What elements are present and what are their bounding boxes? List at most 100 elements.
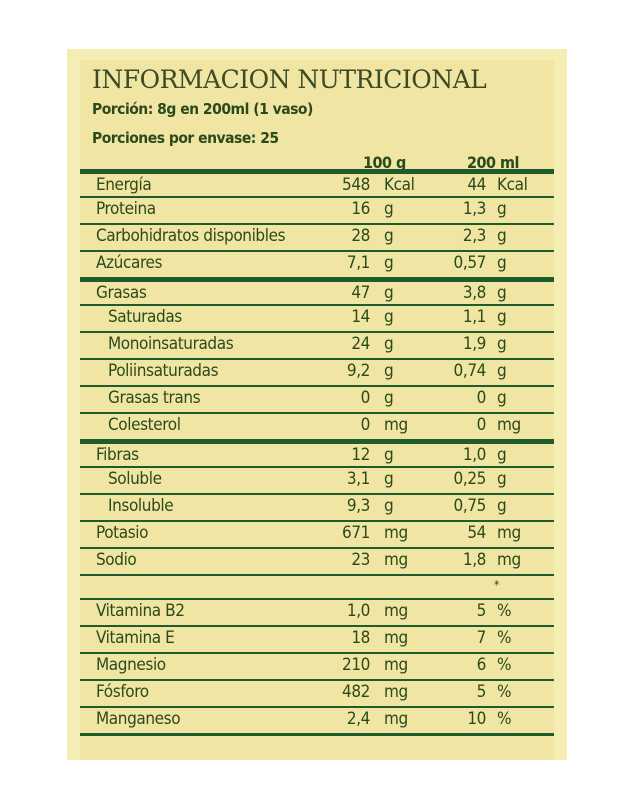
value-100g: 482 xyxy=(342,682,370,702)
table-row: Soluble 3,1 g 0,25 g xyxy=(80,466,554,493)
value-200ml: 1,3 xyxy=(462,199,487,219)
value-200ml: 0,75 xyxy=(453,496,487,516)
unit-100g: mg xyxy=(384,523,408,543)
table-row: Monoinsaturadas 24 g 1,9 g xyxy=(80,331,554,358)
unit-200ml: g xyxy=(497,283,507,303)
unit-200ml: g xyxy=(497,361,507,381)
table-row: Proteina 16 g 1,3 g xyxy=(80,196,554,223)
table-row: Poliinsaturadas 9,2 g 0,74 g xyxy=(80,358,554,385)
footnote-asterisk: * xyxy=(494,578,499,592)
value-100g: 12 xyxy=(351,445,370,465)
nutrient-name: Carbohidratos disponibles xyxy=(96,226,286,246)
table-row: Colesterol 0 mg 0 mg xyxy=(80,412,554,439)
unit-200ml: % xyxy=(497,601,512,621)
unit-100g: mg xyxy=(384,655,408,675)
table-row: Carbohidratos disponibles 28 g 2,3 g xyxy=(80,223,554,250)
nutrition-panel: INFORMACION NUTRICIONAL Porción: 8g en 2… xyxy=(80,60,554,760)
nutrient-name: Azúcares xyxy=(96,253,163,273)
unit-100g: mg xyxy=(384,682,408,702)
nutrient-name: Grasas xyxy=(96,283,147,303)
value-200ml: 7 xyxy=(476,628,487,648)
nutrient-name: Soluble xyxy=(108,469,162,489)
unit-100g: mg xyxy=(384,601,408,621)
table-row: Azúcares 7,1 g 0,57 g xyxy=(80,250,554,277)
nutrient-name: Saturadas xyxy=(108,307,182,327)
nutrient-name: Potasio xyxy=(96,523,149,543)
unit-200ml: g xyxy=(497,226,507,246)
unit-200ml: % xyxy=(497,628,512,648)
unit-200ml: mg xyxy=(497,523,521,543)
value-200ml: 1,9 xyxy=(462,334,487,354)
value-200ml: 10 xyxy=(467,709,486,729)
unit-200ml: g xyxy=(497,253,507,273)
value-100g: 24 xyxy=(351,334,370,354)
nutrient-name: Insoluble xyxy=(108,496,174,516)
value-100g: 16 xyxy=(351,199,370,219)
unit-100g: g xyxy=(384,496,394,516)
bottom-rule xyxy=(80,733,554,736)
value-100g: 210 xyxy=(342,655,370,675)
value-100g: 9,2 xyxy=(346,361,371,381)
value-100g: 2,4 xyxy=(346,709,371,729)
value-100g: 14 xyxy=(351,307,370,327)
unit-200ml: mg xyxy=(497,550,521,570)
value-200ml: 1,8 xyxy=(462,550,487,570)
value-100g: 1,0 xyxy=(346,601,371,621)
nutrient-name: Vitamina E xyxy=(96,628,175,648)
unit-200ml: g xyxy=(497,469,507,489)
unit-100g: g xyxy=(384,253,394,273)
nutrient-name: Magnesio xyxy=(96,655,166,675)
unit-100g: g xyxy=(384,361,394,381)
value-200ml: 0,74 xyxy=(453,361,487,381)
nutrient-name: Manganeso xyxy=(96,709,181,729)
unit-200ml: % xyxy=(497,682,512,702)
table-row: Sodio 23 mg 1,8 mg xyxy=(80,547,554,574)
value-100g: 671 xyxy=(342,523,370,543)
unit-100g: g xyxy=(384,469,394,489)
unit-200ml: g xyxy=(497,334,507,354)
nutrient-name: Proteina xyxy=(96,199,156,219)
column-header-200ml: 200 ml xyxy=(467,153,519,172)
nutrient-table: Energía 548 Kcal 44 Kcal Proteina 16 g 1,3 g Carbo… xyxy=(80,169,554,736)
value-200ml: 5 xyxy=(476,601,487,621)
portion-text: Porción: 8g en 200ml (1 vaso) xyxy=(92,100,313,118)
table-row: Potasio 671 mg 54 mg xyxy=(80,520,554,547)
nutrient-name: Poliinsaturadas xyxy=(108,361,219,381)
unit-200ml: g xyxy=(497,445,507,465)
unit-200ml: g xyxy=(497,388,507,408)
nutrient-name: Sodio xyxy=(96,550,137,570)
nutrient-name: Fósforo xyxy=(96,682,149,702)
unit-100g: g xyxy=(384,199,394,219)
table-row: Vitamina E 18 mg 7% xyxy=(80,625,554,652)
value-200ml: 0,25 xyxy=(453,469,487,489)
value-200ml: 0 xyxy=(476,415,487,435)
unit-200ml: g xyxy=(497,199,507,219)
nutrient-name: Grasas trans xyxy=(108,388,201,408)
unit-100g: mg xyxy=(384,709,408,729)
table-row: Fósforo 482 mg 5% xyxy=(80,679,554,706)
value-100g: 23 xyxy=(351,550,370,570)
column-header-100g: 100 g xyxy=(363,153,406,172)
nutrient-name: Vitamina B2 xyxy=(96,601,185,621)
unit-100g: g xyxy=(384,283,394,303)
unit-200ml: % xyxy=(497,709,512,729)
unit-100g: g xyxy=(384,334,394,354)
value-200ml: 54 xyxy=(467,523,486,543)
value-200ml: 3,8 xyxy=(462,283,487,303)
label-title: INFORMACION NUTRICIONAL xyxy=(92,65,487,94)
nutrient-name: Monoinsaturadas xyxy=(108,334,234,354)
unit-100g: mg xyxy=(384,415,408,435)
unit-200ml: Kcal xyxy=(497,175,528,195)
value-100g: 9,3 xyxy=(346,496,371,516)
table-row: Grasas trans 0 g 0 g xyxy=(80,385,554,412)
table-row: Saturadas 14 g 1,1 g xyxy=(80,304,554,331)
unit-200ml: g xyxy=(497,496,507,516)
unit-100g: mg xyxy=(384,550,408,570)
nutrient-name: Colesterol xyxy=(108,415,181,435)
table-row-footnote-marker: * xyxy=(80,574,554,598)
unit-100g: g xyxy=(384,307,394,327)
value-100g: 548 xyxy=(342,175,370,195)
table-row: Grasas 47 g 3,8 g xyxy=(80,277,554,304)
table-row: Fibras 12 g 1,0 g xyxy=(80,439,554,466)
unit-200ml: % xyxy=(497,655,512,675)
